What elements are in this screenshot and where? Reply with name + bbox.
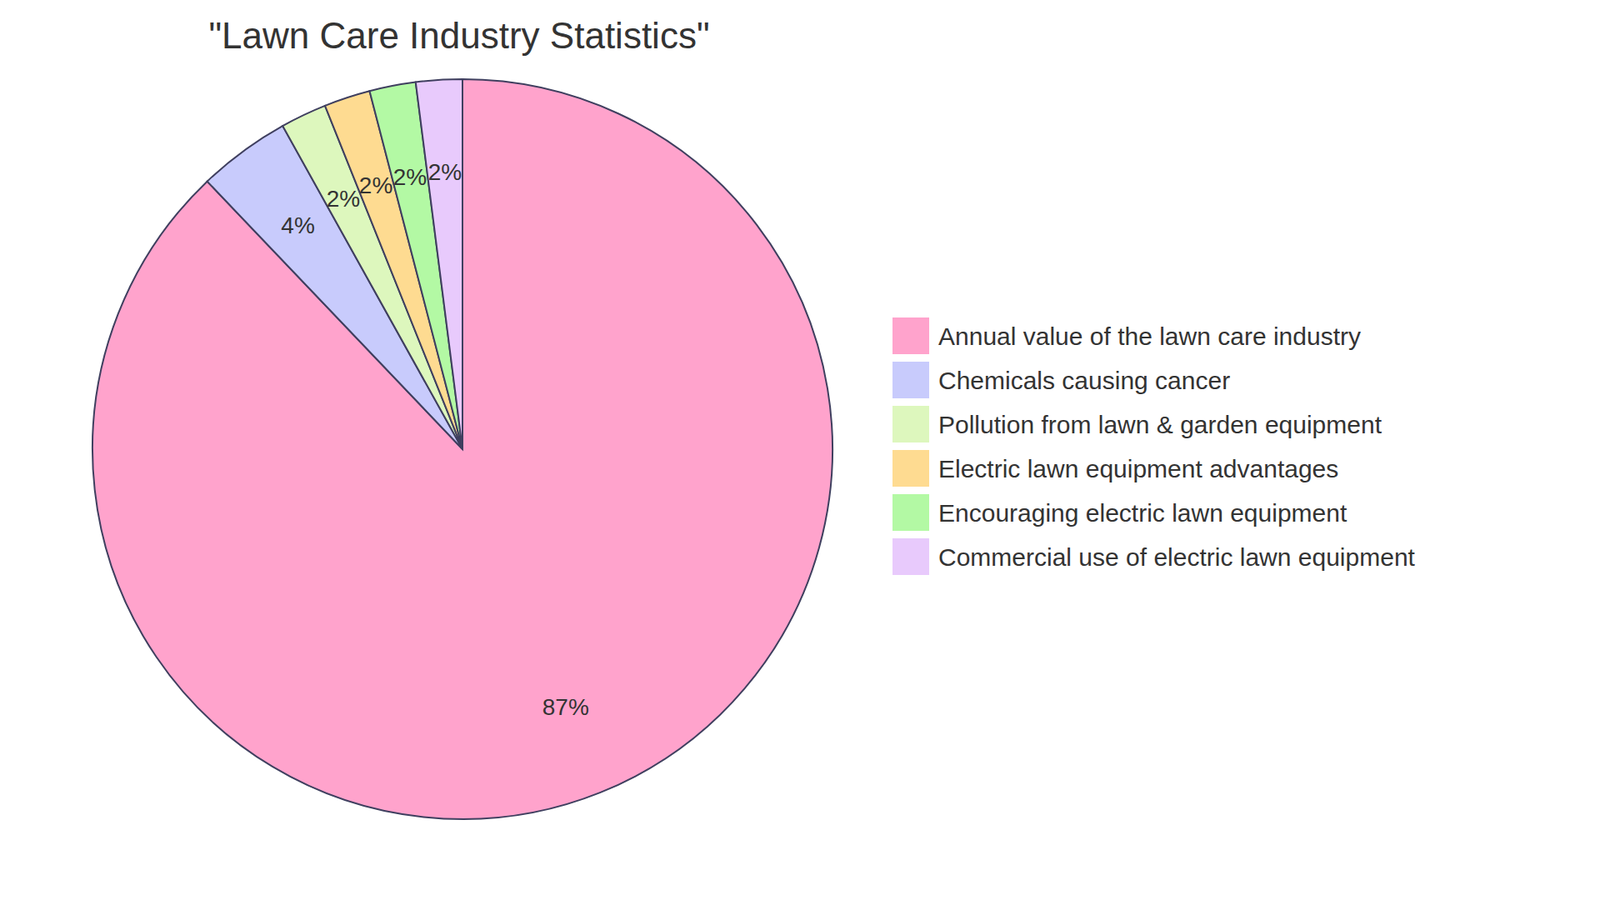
data-label: 87% xyxy=(542,694,590,720)
chart: "Lawn Care Industry Statistics"87%4%2%2%… xyxy=(0,0,1600,900)
legend-label: Encouraging electric lawn equipment xyxy=(938,499,1348,527)
legend-label: Commercial use of electric lawn equipmen… xyxy=(938,543,1416,571)
legend-label: Electric lawn equipment advantages xyxy=(938,455,1339,483)
legend-swatch xyxy=(892,361,930,399)
legend-label: Chemicals causing cancer xyxy=(938,366,1230,395)
legend: Annual value of the lawn care industry Ch… xyxy=(892,317,1416,575)
data-label: 2% xyxy=(326,185,360,212)
data-label: 4% xyxy=(280,212,315,239)
legend-label: Pollution from lawn & garden equipment xyxy=(938,410,1383,439)
legend-swatch xyxy=(892,317,930,355)
data-labels: 87%4%2%2%2%2% xyxy=(280,159,589,720)
slice xyxy=(92,79,833,820)
legend-swatch xyxy=(892,494,930,531)
legend-swatch xyxy=(892,405,930,443)
legend-item: Encouraging electric lawn equipment xyxy=(892,494,1348,531)
legend-swatch xyxy=(892,450,930,487)
data-label: 2% xyxy=(393,164,427,190)
legend-item: Chemicals causing cancer xyxy=(892,361,1230,399)
legend-item: Electric lawn equipment advantages xyxy=(892,450,1339,487)
data-label: 2% xyxy=(359,172,393,199)
legend-swatch xyxy=(892,538,930,575)
slice xyxy=(415,79,463,450)
data-label: 2% xyxy=(428,159,462,185)
legend-item: Pollution from lawn & garden equipment xyxy=(892,405,1383,443)
title: "Lawn Care Industry Statistics" xyxy=(208,15,710,56)
pie xyxy=(92,79,833,820)
legend-item: Commercial use of electric lawn equipmen… xyxy=(892,538,1416,575)
legend-label: Annual value of the lawn care industry xyxy=(938,322,1361,350)
legend-item: Annual value of the lawn care industry xyxy=(892,317,1361,355)
